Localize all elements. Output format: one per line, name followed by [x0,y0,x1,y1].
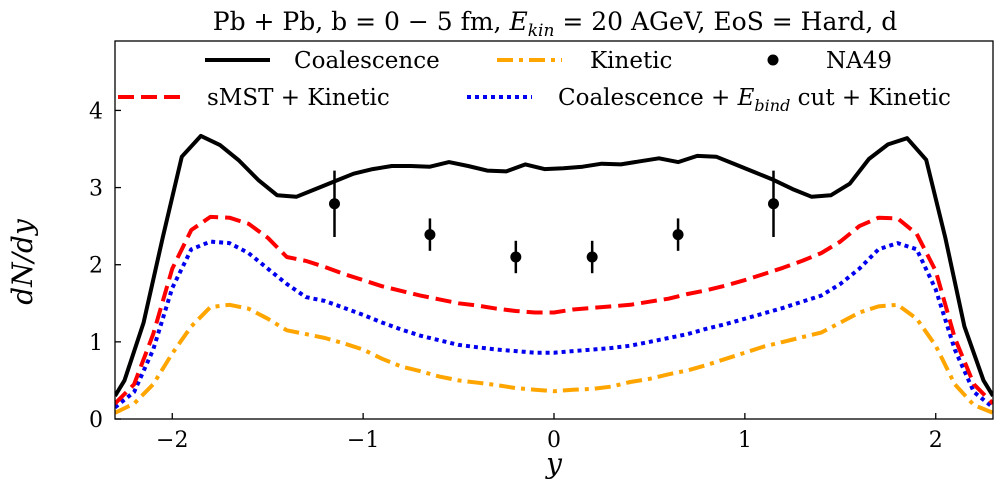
y-tick-label: 1 [89,331,103,356]
x-tick-label: −1 [347,428,379,453]
legend-label-part-1: Coalescence + [558,85,738,111]
title-rest: = 20 AGeV, EoS = Hard, d [554,7,897,36]
legend-label-kinetic: Kinetic [590,48,672,74]
title-e-symbol: E [508,7,527,36]
y-tick-label: 4 [89,99,103,124]
title-main: Pb + Pb, b = 0 − 5 fm, [213,7,510,36]
legend-label-na49: NA49 [826,48,892,74]
y-axis-label: dN/dy [6,218,39,305]
y-tick-label: 3 [89,177,103,202]
axis-ticks: −2 −1 0 1 2 0 1 2 3 4 [89,99,943,453]
title-e-subscript: kin [528,21,555,41]
x-tick-label: 2 [929,428,943,453]
legend-label-smst-kinetic: sMST + Kinetic [207,85,390,111]
x-tick-label: 1 [738,428,752,453]
legend-marker-na49 [767,54,779,66]
chart-title: Pb + Pb, b = 0 − 5 fm, Ekin = 20 AGeV, E… [213,7,897,41]
na49-point [672,229,684,241]
x-tick-label: 0 [547,428,561,453]
chart-series-layer [115,133,993,415]
na49-point [510,251,522,263]
legend: Coalescence Kinetic NA49 sMST + Kinetic … [118,48,951,115]
y-tick-label: 0 [89,408,103,433]
x-tick-label: −2 [156,428,188,453]
x-axis-label: y [544,447,563,480]
legend-label-coalescence-ebind-kinetic: Coalescence + Ebind cut + Kinetic [558,85,951,115]
series-line-kinetic [115,302,993,415]
na49-point [768,198,779,210]
na49-point [424,229,436,241]
y-tick-label: 2 [89,254,103,279]
legend-label-ebind-subscript: bind [754,96,790,115]
na49-point [329,198,340,210]
series-line-coalescence-e-bind-cut-kinetic [115,239,993,409]
na49-point [586,251,598,263]
series-line-smst-kinetic [115,214,993,406]
series-line-coalescence [115,133,993,397]
legend-label-ebind-symbol: E [737,85,755,111]
legend-label-coalescence: Coalescence [294,48,440,74]
legend-label-part-2: cut + Kinetic [790,85,951,111]
